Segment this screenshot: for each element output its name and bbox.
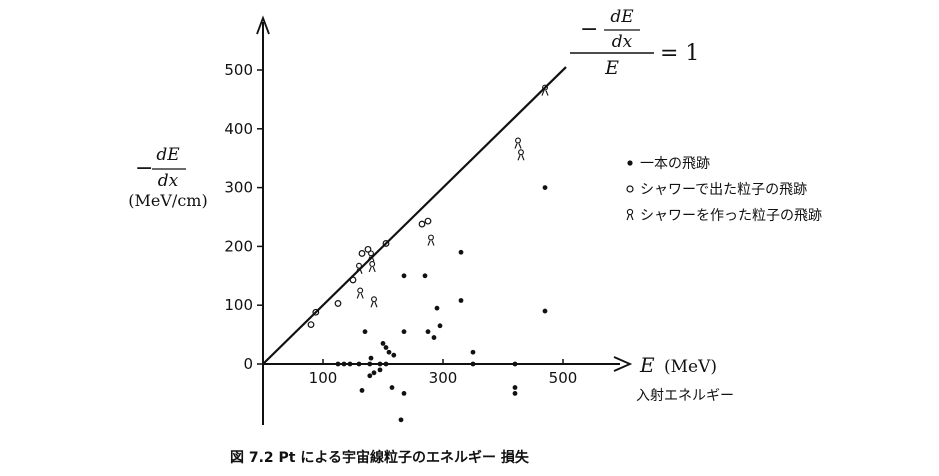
legend-item-shower-product: シャワーで出た粒子の飛跡 [626, 182, 807, 198]
point-shower-product [334, 300, 342, 307]
y-label-minus: − [135, 156, 153, 181]
point-single-track [401, 329, 407, 335]
point-shower-producer [355, 262, 363, 274]
point-single-track [389, 385, 395, 390]
point-shower-producer [368, 261, 376, 273]
point-single-track [458, 298, 464, 303]
point-shower-product [358, 250, 366, 257]
point-single-track [359, 388, 365, 393]
y-tick-label: 100 [224, 296, 253, 314]
point-single-track [398, 417, 404, 423]
point-shower-product [364, 245, 372, 253]
y-axis-label: − dE dx (MeV/cm) [128, 145, 207, 210]
line-annotation: − dE dx E = 1 [570, 7, 699, 79]
x-axis-label: E (MeV) 入射エネルギー [636, 353, 734, 404]
figure-caption: 図 7.2 Pt による宇宙線粒子のエネルギー 損失 [230, 449, 530, 466]
line-label-eq: = 1 [660, 41, 699, 66]
point-shower-producer [514, 137, 522, 149]
y-label-num: dE [156, 145, 180, 165]
point-shower-product [349, 276, 357, 284]
point-shower-producer [517, 149, 525, 161]
point-single-track [542, 308, 548, 314]
point-single-track [383, 361, 389, 367]
y-tick-label: 200 [224, 237, 253, 255]
point-single-track [401, 391, 407, 396]
point-single-track [401, 273, 407, 279]
point-single-track [437, 323, 443, 329]
point-single-track [512, 361, 518, 367]
point-shower-product [307, 321, 315, 329]
y-label-unit: (MeV/cm) [128, 191, 207, 210]
point-single-track [431, 335, 437, 340]
legend-item-single-track: 一本の飛跡 [627, 156, 710, 172]
x-tick-label: 300 [429, 369, 458, 387]
x-tick-label: 100 [309, 369, 338, 387]
point-single-track [470, 361, 476, 367]
line-label-num: dE [610, 7, 634, 27]
y-ticks: 0 100 200 300 400 500 [224, 61, 263, 373]
y-tick-label: 400 [224, 120, 253, 138]
x-ticks: 100 300 500 [309, 359, 578, 387]
x-sublabel: 入射エネルギー [636, 388, 734, 404]
x-label-unit: (MeV) [664, 357, 717, 377]
point-single-track [362, 329, 368, 335]
x-tick-label: 500 [549, 369, 578, 387]
line-label-den: dx [612, 32, 633, 52]
point-shower-producer [356, 287, 364, 299]
line-label-bottom: E [604, 57, 619, 79]
point-single-track [383, 345, 389, 350]
point-shower-product [418, 220, 426, 228]
legend-label-single-track: 一本の飛跡 [640, 156, 710, 172]
point-shower-product [424, 217, 432, 225]
point-shower-product [312, 308, 320, 316]
line-label-minus: − [580, 17, 598, 42]
point-single-track [368, 355, 374, 361]
point-single-track [391, 352, 397, 358]
y-tick-label: 0 [243, 355, 253, 373]
point-shower-producer [370, 296, 378, 308]
point-single-track [380, 341, 386, 346]
point-single-track [367, 361, 373, 367]
point-single-track [470, 349, 476, 355]
point-single-track [512, 391, 518, 396]
point-single-track [458, 249, 464, 255]
y-axis [256, 15, 270, 425]
point-single-track [347, 361, 353, 367]
y-label-den: dx [158, 171, 179, 191]
point-single-track [512, 385, 518, 390]
point-single-track [356, 361, 362, 367]
point-shower-producer [541, 84, 549, 96]
point-single-track [422, 273, 428, 279]
point-single-track [386, 349, 392, 355]
point-single-track [434, 305, 440, 311]
point-single-track [542, 185, 548, 191]
point-single-track [341, 361, 347, 367]
data-points [307, 84, 549, 423]
point-shower-producer [367, 250, 375, 262]
legend-label-shower-product: シャワーで出た粒子の飛跡 [640, 182, 807, 198]
legend: 一本の飛跡 シャワーで出た粒子の飛跡 シャワーを作った粒子の飛跡 [626, 156, 822, 224]
unit-ratio-line [262, 66, 567, 365]
x-label-var: E [639, 353, 655, 377]
point-shower-producer [427, 234, 435, 246]
point-shower-product [382, 240, 390, 247]
legend-label-shower-producer: シャワーを作った粒子の飛跡 [640, 208, 822, 224]
legend-item-shower-producer: シャワーを作った粒子の飛跡 [626, 208, 822, 224]
point-single-track [335, 361, 341, 367]
point-single-track [377, 361, 383, 367]
point-single-track [371, 370, 377, 376]
y-tick-label: 300 [224, 179, 253, 197]
y-tick-label: 500 [224, 61, 253, 79]
point-single-track [377, 367, 383, 373]
point-single-track [367, 373, 373, 379]
point-single-track [425, 329, 431, 335]
